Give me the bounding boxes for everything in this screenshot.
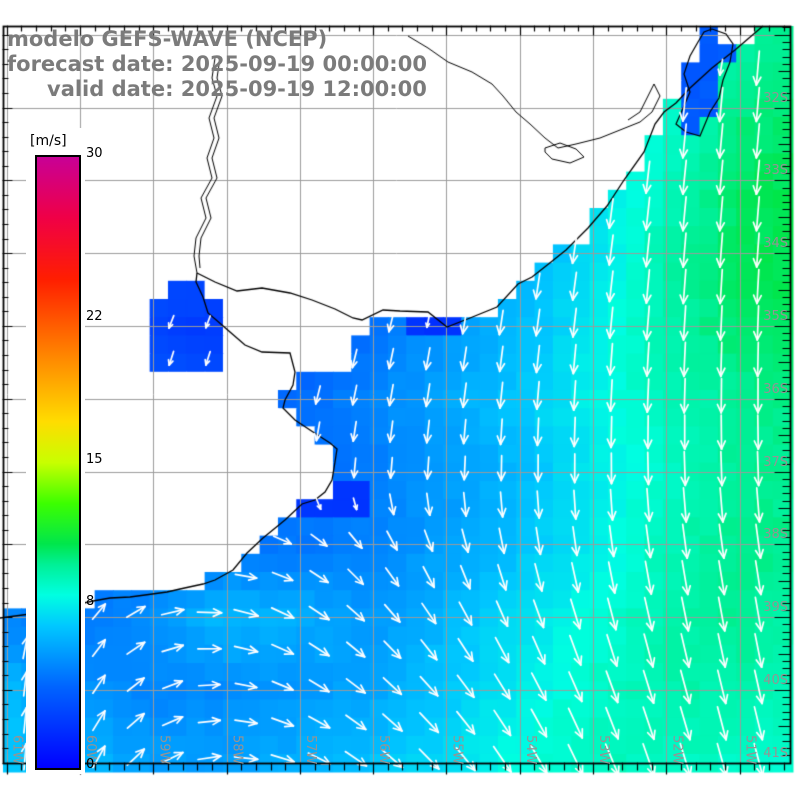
lon-label-59w: 59W xyxy=(156,734,172,764)
colorbar-tick-30: 30 xyxy=(86,146,103,161)
colorbar-tick-8: 8 xyxy=(86,594,95,610)
lon-label-54w: 54W xyxy=(522,734,538,764)
lon-label-56w: 56W xyxy=(376,734,392,764)
lat-label-41s: 41S xyxy=(763,745,788,761)
colorbar-tick-0: 0 xyxy=(86,757,95,772)
lat-label-34s: 34S xyxy=(763,236,788,252)
lon-label-60w: 60W xyxy=(82,734,98,764)
lon-label-53w: 53W xyxy=(596,734,612,764)
lat-label-35s: 35S xyxy=(763,308,788,324)
lat-label-39s: 39S xyxy=(763,600,788,616)
colorbar-tick-22: 22 xyxy=(86,308,103,324)
colorbar-unit-label: [m/s] xyxy=(30,133,67,149)
lat-label-38s: 38S xyxy=(763,527,788,543)
lon-label-55w: 55W xyxy=(449,734,465,764)
lat-label-40s: 40S xyxy=(763,672,788,688)
lon-label-61w: 61W xyxy=(9,734,25,764)
lon-label-51w: 51W xyxy=(742,734,758,764)
lon-label-58w: 58W xyxy=(229,734,245,764)
lon-label-52w: 52W xyxy=(669,734,685,764)
lat-label-36s: 36S xyxy=(763,381,788,397)
colorbar-tick-15: 15 xyxy=(86,451,103,467)
lat-label-33s: 33S xyxy=(763,163,788,179)
lat-label-32s: 32S xyxy=(763,90,788,106)
lon-label-57w: 57W xyxy=(302,734,318,764)
colorbar-gradient xyxy=(35,155,81,770)
lat-label-37s: 37S xyxy=(763,454,788,470)
